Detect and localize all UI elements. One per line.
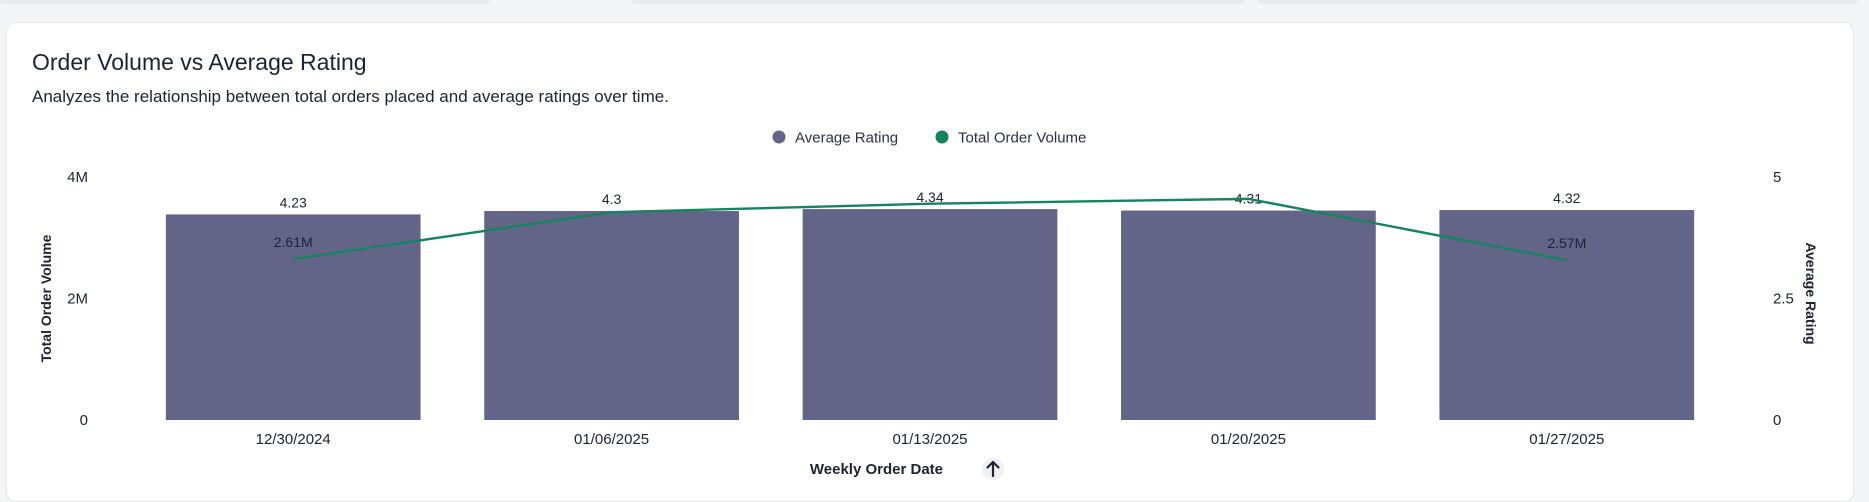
bar-average-rating[interactable] [484, 211, 739, 420]
bar-value-label: 4.3 [602, 191, 622, 207]
bar-average-rating[interactable] [1121, 210, 1376, 420]
sort-arrow-up-icon [986, 460, 1000, 478]
bar-value-label: 4.34 [916, 189, 943, 205]
legend-marker-average-rating[interactable] [772, 130, 786, 144]
y-left-tick-label: 2M [67, 291, 88, 308]
legend-label-average-rating[interactable]: Average Rating [795, 130, 898, 147]
legend-marker-total-order-volume[interactable] [935, 130, 949, 144]
x-tick-label: 12/30/2024 [256, 431, 331, 448]
tab-divider [0, 0, 490, 4]
top-strip [0, 0, 1869, 20]
y-right-tick-label: 2.5 [1773, 291, 1794, 308]
bar-value-label: 4.23 [280, 194, 307, 210]
tab-divider [1258, 0, 1858, 4]
legend-label-total-order-volume[interactable]: Total Order Volume [958, 130, 1086, 147]
x-axis-title[interactable]: Weekly Order Date [810, 461, 943, 478]
y-left-tick-label: 0 [80, 412, 88, 429]
bar-average-rating[interactable] [165, 214, 421, 420]
bar-value-label: 4.32 [1553, 190, 1580, 206]
line-value-label: 2.61M [274, 234, 313, 250]
x-tick-label: 01/13/2025 [892, 431, 967, 448]
y-left-axis-title: Total Order Volume [38, 234, 54, 362]
x-tick-label: 01/20/2025 [1211, 431, 1286, 448]
line-value-label: 2.57M [1547, 235, 1586, 251]
x-tick-label: 01/06/2025 [574, 431, 649, 448]
y-right-axis-title: Average Rating [1803, 242, 1819, 344]
y-right-tick-label: 0 [1773, 412, 1781, 429]
tab-divider [632, 0, 1244, 4]
y-right-tick-label: 5 [1773, 169, 1781, 186]
line-total-order-volume[interactable] [293, 197, 1568, 262]
chart-title: Order Volume vs Average Rating [32, 49, 367, 75]
bar-average-rating[interactable] [802, 209, 1058, 420]
chart-subtitle: Analyzes the relationship between total … [32, 87, 669, 106]
y-left-tick-label: 4M [67, 169, 88, 186]
x-tick-label: 01/27/2025 [1529, 431, 1604, 448]
